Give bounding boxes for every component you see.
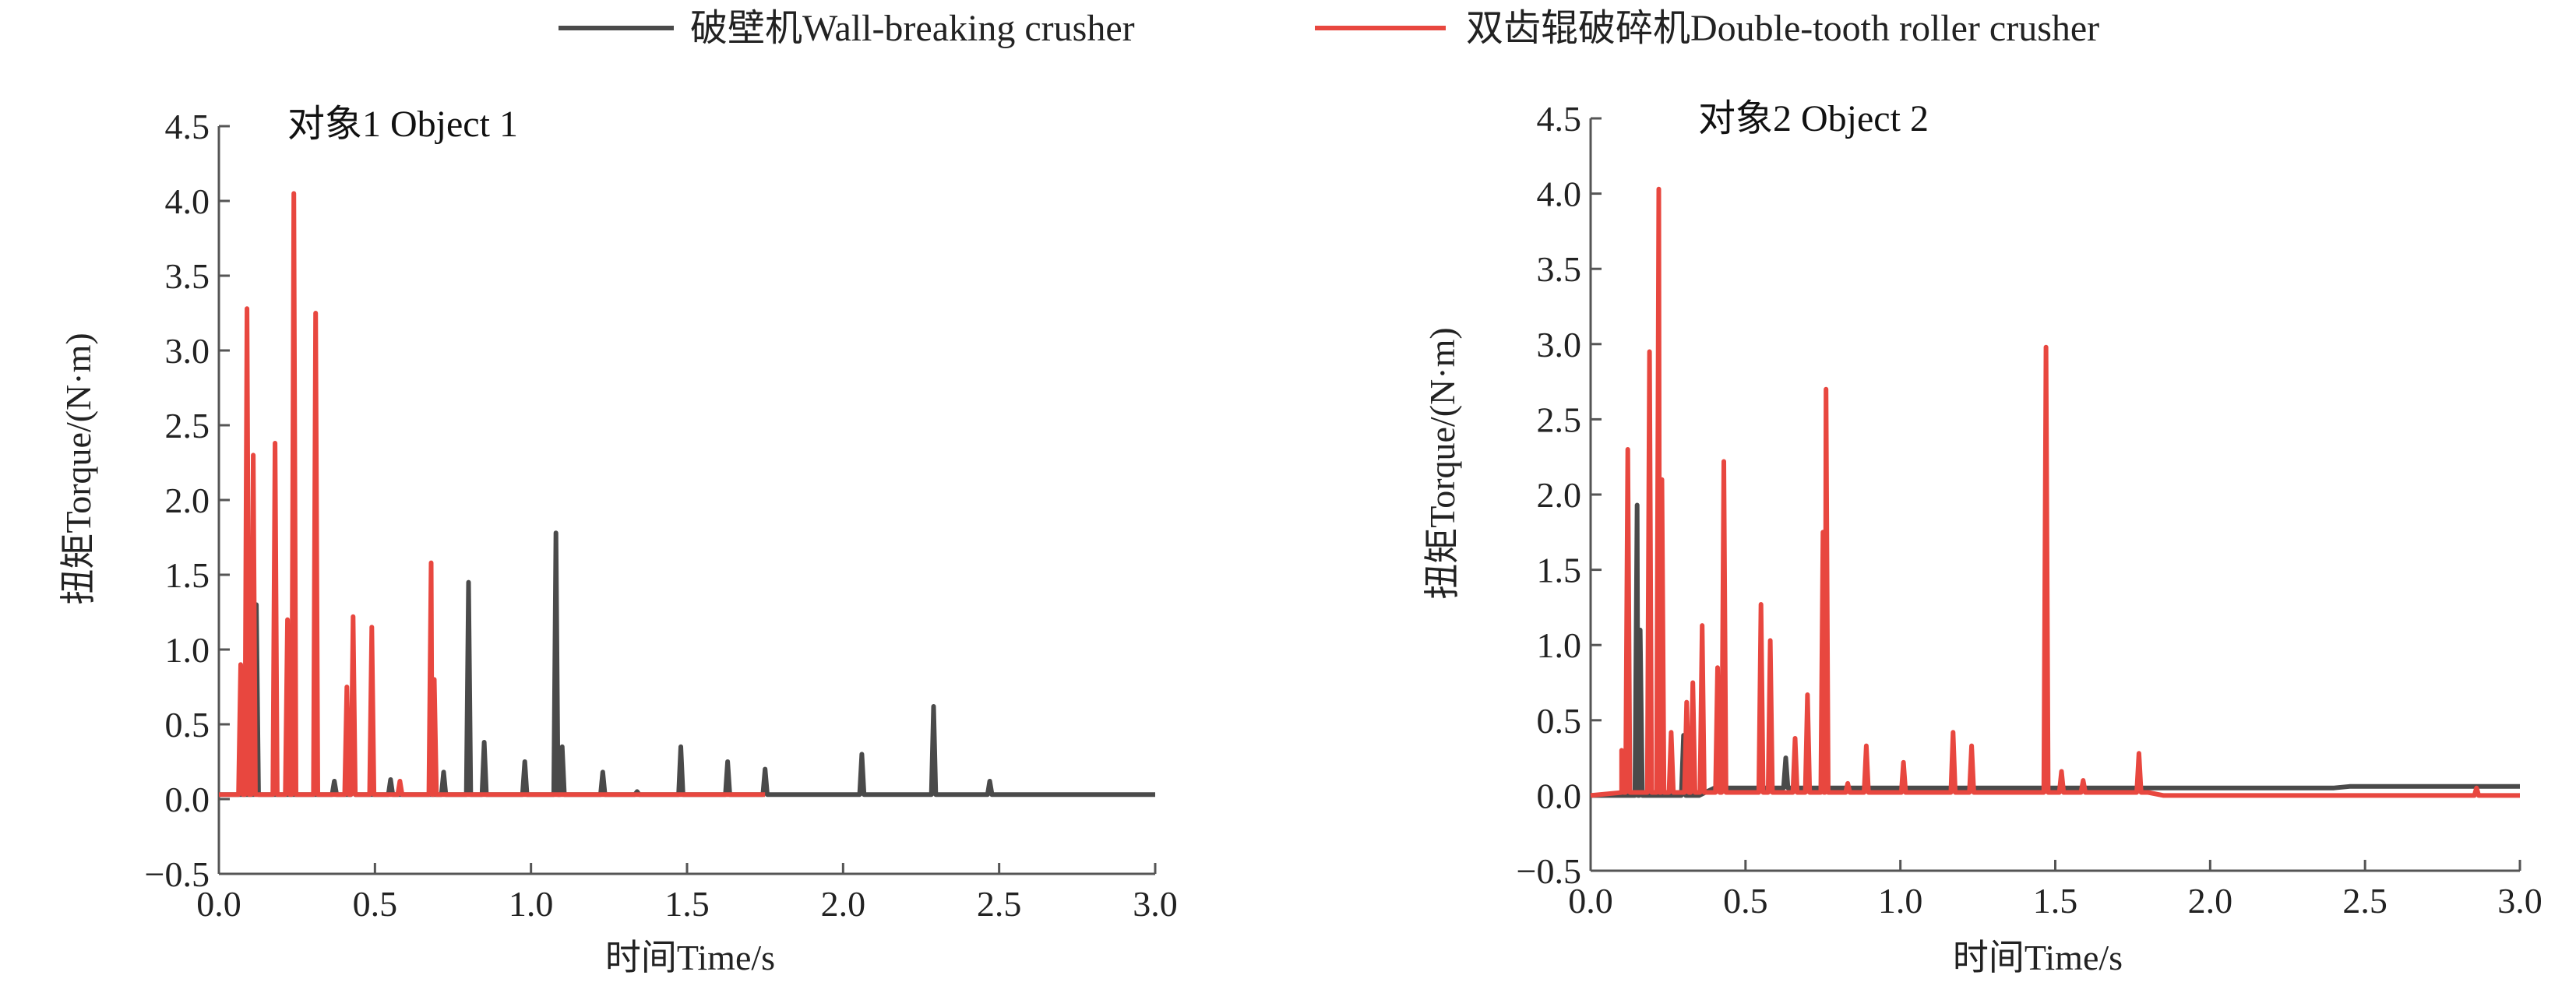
legend-label-double-tooth: 双齿辊破碎机Double-tooth roller crusher bbox=[1466, 8, 2099, 49]
y-tick-label: 0.0 bbox=[1537, 776, 1582, 815]
y-tick-label: 1.5 bbox=[165, 555, 210, 595]
y-tick-label: 4.0 bbox=[165, 181, 210, 221]
y-tick-label: 3.0 bbox=[165, 331, 210, 371]
panel-object-2: −0.50.00.51.01.52.02.53.03.54.04.50.0 0.5… bbox=[1422, 98, 2543, 977]
x-tick-label: 0.5 bbox=[353, 884, 398, 924]
y-tick-label: 3.5 bbox=[165, 256, 210, 296]
x-tick-label: 0.5 bbox=[1723, 881, 1768, 921]
legend-label-wall-breaking: 破壁机Wall-breaking crusher bbox=[690, 8, 1135, 49]
y-axis-title: 扭矩Torque/(N·m) bbox=[1422, 327, 1462, 599]
panel-title: 对象2 Object 2 bbox=[1698, 98, 1929, 139]
series-line-wall-breaking bbox=[219, 530, 1155, 798]
x-tick-label: 3.0 bbox=[1133, 884, 1178, 924]
x-tick-label: 1.0 bbox=[509, 884, 554, 924]
y-tick-label: 4.0 bbox=[1537, 174, 1582, 214]
y-tick-label: 4.5 bbox=[1537, 99, 1582, 139]
series-line-double-tooth bbox=[1590, 186, 2520, 798]
y-tick-label: 2.5 bbox=[1537, 400, 1582, 439]
x-tick-label: 0.0 bbox=[196, 884, 241, 924]
y-tick-label: 1.0 bbox=[1537, 625, 1582, 665]
y-tick-label: 1.0 bbox=[165, 630, 210, 670]
y-tick-label: 2.0 bbox=[165, 481, 210, 520]
y-axis-title: 扭矩Torque/(N·m) bbox=[58, 333, 98, 604]
panel-title: 对象1 Object 1 bbox=[287, 104, 518, 145]
x-tick-label: 0.0 bbox=[1568, 881, 1613, 921]
y-tick-label: 1.5 bbox=[1537, 551, 1582, 590]
y-tick-label: −0.5 bbox=[145, 854, 210, 894]
y-tick-label: 3.0 bbox=[1537, 325, 1582, 364]
x-tick-label: 2.0 bbox=[2188, 881, 2233, 921]
y-tick-label: 2.5 bbox=[165, 406, 210, 445]
y-tick-label: 3.5 bbox=[1537, 249, 1582, 289]
series-line-double-tooth bbox=[219, 191, 766, 798]
y-tick-label: −0.5 bbox=[1517, 851, 1581, 891]
y-tick-label: 0.5 bbox=[1537, 701, 1582, 741]
y-tick-label: 0.5 bbox=[165, 705, 210, 745]
y-tick-label: 4.5 bbox=[165, 107, 210, 146]
x-axis-title: 时间Time/s bbox=[1953, 938, 2123, 977]
y-tick-label: 2.0 bbox=[1537, 475, 1582, 515]
x-tick-label: 1.5 bbox=[664, 884, 710, 924]
x-axis-title: 时间Time/s bbox=[605, 938, 775, 977]
x-tick-label: 1.5 bbox=[2033, 881, 2078, 921]
series-line-wall-breaking bbox=[1591, 502, 2520, 798]
x-tick-label: 2.0 bbox=[821, 884, 866, 924]
x-tick-label: 2.5 bbox=[977, 884, 1022, 924]
x-tick-label: 3.0 bbox=[2497, 881, 2543, 921]
x-tick-label: 1.0 bbox=[1878, 881, 1923, 921]
y-tick-label: 0.0 bbox=[165, 780, 210, 819]
panel-object-1: −0.50.00.51.01.52.02.53.03.54.04.50.0 0.5… bbox=[58, 104, 1178, 977]
x-tick-label: 2.5 bbox=[2342, 881, 2387, 921]
legend: 破壁机Wall-breaking crusher 双齿辊破碎机Double-to… bbox=[559, 8, 2099, 49]
